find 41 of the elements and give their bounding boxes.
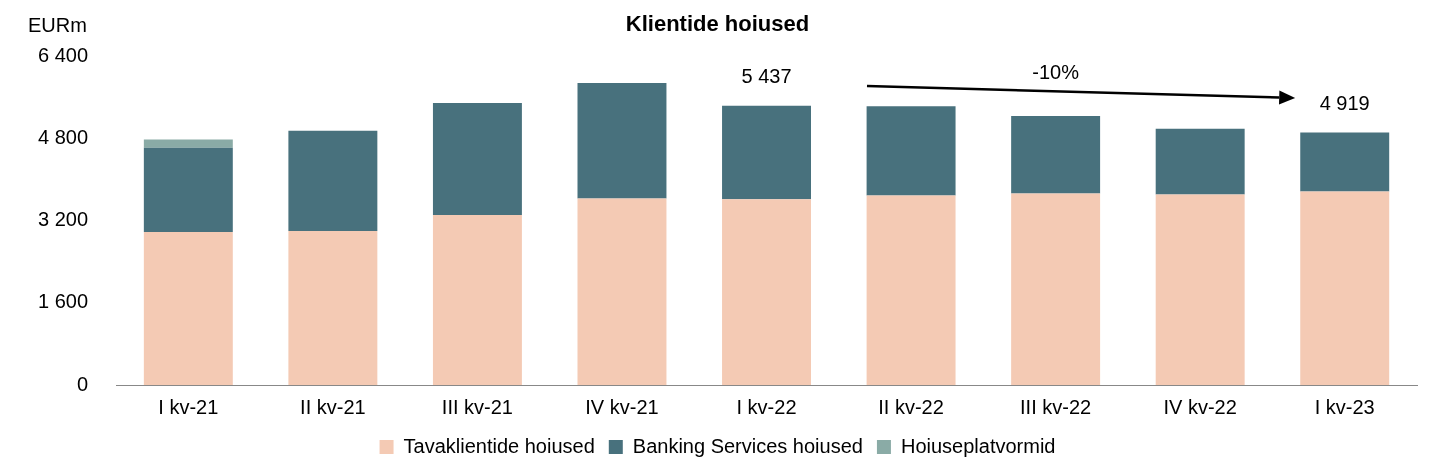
y-tick-label: 0 [76, 372, 89, 395]
bar [866, 195, 956, 385]
x-tick-label: IV kv-21 [585, 395, 659, 418]
bar [143, 232, 233, 385]
x-tick-label: III kv-22 [1020, 395, 1092, 418]
bar [866, 106, 956, 196]
bar [722, 199, 811, 385]
bar [577, 83, 667, 199]
bar [1300, 132, 1390, 192]
annotation: -10% [1032, 61, 1080, 84]
legend-label: Tavaklientide hoiused [403, 434, 595, 457]
bar [288, 230, 378, 385]
bar [1011, 115, 1101, 194]
y-tick-label: 3 200 [37, 208, 89, 231]
x-tick-label: I kv-21 [158, 395, 219, 418]
y-tick-label: 1 600 [37, 290, 89, 313]
bar [432, 215, 522, 385]
bar [143, 147, 233, 232]
legend-label: Hoiuseplatvormid [900, 434, 1056, 457]
annotation: 4 919 [1319, 91, 1370, 114]
y-axis-title: EURm [28, 13, 87, 36]
annotation: 5 437 [741, 65, 792, 88]
bar [577, 198, 667, 385]
bar [1155, 128, 1245, 195]
bar [288, 130, 378, 231]
bar [432, 103, 522, 216]
chart-title: Klientide hoiused [625, 11, 810, 37]
x-tick-label: IV kv-22 [1163, 395, 1237, 418]
bar [143, 139, 233, 148]
x-tick-label: II kv-21 [300, 395, 366, 418]
y-tick-label: 4 800 [37, 126, 89, 149]
y-tick-label: 6 400 [37, 43, 89, 66]
bar [1155, 194, 1245, 385]
bar [1300, 191, 1390, 385]
bar [722, 105, 811, 200]
x-tick-label: I kv-22 [736, 395, 797, 418]
x-tick-label: I kv-23 [1314, 395, 1375, 418]
x-tick-label: II kv-22 [878, 395, 944, 418]
legend-label: Banking Services hoiused [632, 434, 863, 457]
bar [1011, 193, 1101, 385]
x-tick-label: III kv-21 [441, 395, 513, 418]
